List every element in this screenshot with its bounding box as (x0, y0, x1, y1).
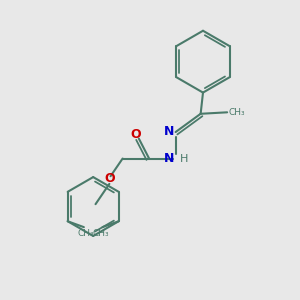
Text: CH₃: CH₃ (229, 108, 245, 117)
Text: N: N (164, 125, 174, 138)
Text: CH₃: CH₃ (93, 229, 109, 238)
Text: H: H (180, 154, 188, 164)
Text: O: O (130, 128, 141, 142)
Text: N: N (164, 152, 174, 165)
Text: O: O (104, 172, 115, 185)
Text: CH₃: CH₃ (77, 229, 94, 238)
